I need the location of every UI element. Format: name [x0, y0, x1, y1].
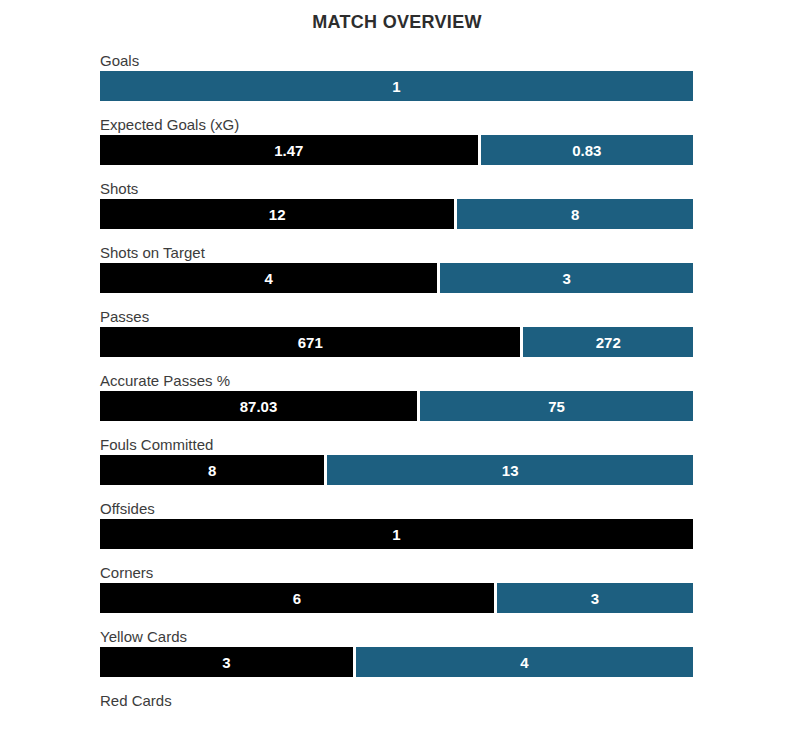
stat-row: Goals 1 — [100, 51, 693, 101]
stat-label: Fouls Committed — [100, 435, 693, 455]
stat-label: Corners — [100, 563, 693, 583]
home-value: 671 — [298, 334, 323, 351]
home-value: 6 — [293, 590, 301, 607]
stat-bar: 4 3 — [100, 263, 693, 293]
away-value: 3 — [562, 270, 570, 287]
stat-row: Red Cards — [100, 691, 693, 711]
match-overview-page: MATCH OVERVIEW Goals 1 Expected Goals (x… — [0, 0, 794, 746]
stat-row: Corners 6 3 — [100, 563, 693, 613]
stat-row: Accurate Passes % 87.03 75 — [100, 371, 693, 421]
home-bar-segment: 671 — [100, 327, 520, 357]
stat-label: Passes — [100, 307, 693, 327]
stat-row: Passes 671 272 — [100, 307, 693, 357]
home-bar-segment: 12 — [100, 199, 454, 229]
stat-row: Shots on Target 4 3 — [100, 243, 693, 293]
stat-bar: 1.47 0.83 — [100, 135, 693, 165]
away-bar-segment: 75 — [420, 391, 693, 421]
stat-bar: 671 272 — [100, 327, 693, 357]
stat-label: Yellow Cards — [100, 627, 693, 647]
home-value: 8 — [208, 462, 216, 479]
home-value: 1 — [392, 526, 400, 543]
away-bar-segment: 4 — [356, 647, 693, 677]
away-value: 8 — [571, 206, 579, 223]
home-value: 12 — [269, 206, 286, 223]
stat-bar: 1 — [100, 71, 693, 101]
away-bar-segment: 3 — [497, 583, 693, 613]
stat-label: Shots — [100, 179, 693, 199]
stat-label: Accurate Passes % — [100, 371, 693, 391]
away-bar-segment: 272 — [523, 327, 693, 357]
away-value: 13 — [502, 462, 519, 479]
stat-label: Offsides — [100, 499, 693, 519]
home-bar-segment: 1.47 — [100, 135, 478, 165]
stat-label: Goals — [100, 51, 693, 71]
stat-row: Expected Goals (xG) 1.47 0.83 — [100, 115, 693, 165]
stat-label: Shots on Target — [100, 243, 693, 263]
away-bar-segment: 3 — [440, 263, 693, 293]
stat-row: Fouls Committed 8 13 — [100, 435, 693, 485]
away-value: 1 — [392, 78, 400, 95]
stat-row: Yellow Cards 3 4 — [100, 627, 693, 677]
home-bar-segment: 1 — [100, 519, 693, 549]
stat-bar: 1 — [100, 519, 693, 549]
stat-bar: 3 4 — [100, 647, 693, 677]
away-bar-segment: 8 — [457, 199, 693, 229]
stat-bar: 87.03 75 — [100, 391, 693, 421]
stat-label: Red Cards — [100, 691, 693, 711]
home-value: 3 — [222, 654, 230, 671]
home-value: 4 — [265, 270, 273, 287]
away-bar-segment: 0.83 — [481, 135, 693, 165]
home-value: 1.47 — [274, 142, 303, 159]
stat-label: Expected Goals (xG) — [100, 115, 693, 135]
home-bar-segment: 3 — [100, 647, 353, 677]
chart-title: MATCH OVERVIEW — [0, 11, 794, 33]
away-value: 272 — [596, 334, 621, 351]
stat-bar: 8 13 — [100, 455, 693, 485]
away-value: 4 — [520, 654, 528, 671]
home-bar-segment: 4 — [100, 263, 437, 293]
away-value: 75 — [548, 398, 565, 415]
stat-bar: 12 8 — [100, 199, 693, 229]
away-bar-segment: 13 — [327, 455, 693, 485]
match-overview-chart: Goals 1 Expected Goals (xG) 1.47 0.83 Sh… — [100, 51, 693, 711]
away-bar-segment: 1 — [100, 71, 693, 101]
stat-row: Offsides 1 — [100, 499, 693, 549]
away-value: 0.83 — [572, 142, 601, 159]
stat-bar: 6 3 — [100, 583, 693, 613]
home-value: 87.03 — [240, 398, 278, 415]
home-bar-segment: 87.03 — [100, 391, 417, 421]
home-bar-segment: 8 — [100, 455, 324, 485]
away-value: 3 — [591, 590, 599, 607]
home-bar-segment: 6 — [100, 583, 494, 613]
stat-row: Shots 12 8 — [100, 179, 693, 229]
